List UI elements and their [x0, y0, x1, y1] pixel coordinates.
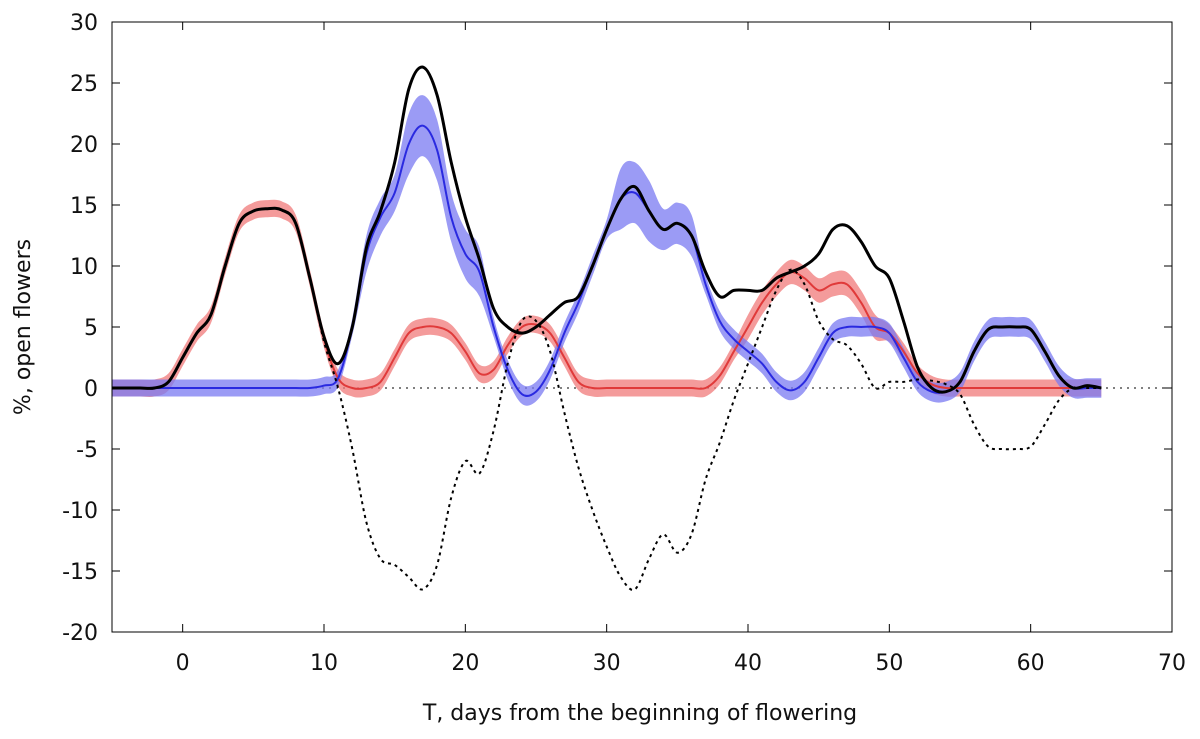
y-tick-label: 5: [84, 316, 98, 341]
error-band: [112, 95, 1102, 406]
x-tick-label: 10: [310, 651, 338, 676]
x-axis-label: T, days from the beginning of flowering: [422, 701, 857, 726]
y-tick-label: 30: [70, 11, 98, 36]
y-tick-label: -20: [62, 621, 98, 646]
x-tick-label: 30: [593, 651, 621, 676]
plot-frame: [111, 21, 1173, 633]
series-line: [111, 124, 1102, 398]
y-axis-label: %, open flowers: [11, 239, 36, 415]
x-tick-label: 70: [1158, 651, 1186, 676]
x-tick-label: 0: [176, 651, 190, 676]
y-tick-label: 0: [84, 377, 98, 402]
y-tick-label: -10: [62, 499, 98, 524]
y-tick-label: -15: [62, 560, 98, 585]
series-line: [111, 65, 1102, 394]
x-tick-label: 60: [1017, 651, 1045, 676]
x-tick-label: 40: [734, 651, 762, 676]
x-tick-label: 50: [875, 651, 903, 676]
y-tick-label: 15: [70, 194, 98, 219]
y-tick-label: 10: [70, 255, 98, 280]
series-line: [111, 207, 1102, 591]
y-tick-label: 20: [70, 133, 98, 158]
x-tick-label: 20: [451, 651, 479, 676]
y-tick-label: 25: [70, 72, 98, 97]
y-tick-label: -5: [76, 438, 98, 463]
